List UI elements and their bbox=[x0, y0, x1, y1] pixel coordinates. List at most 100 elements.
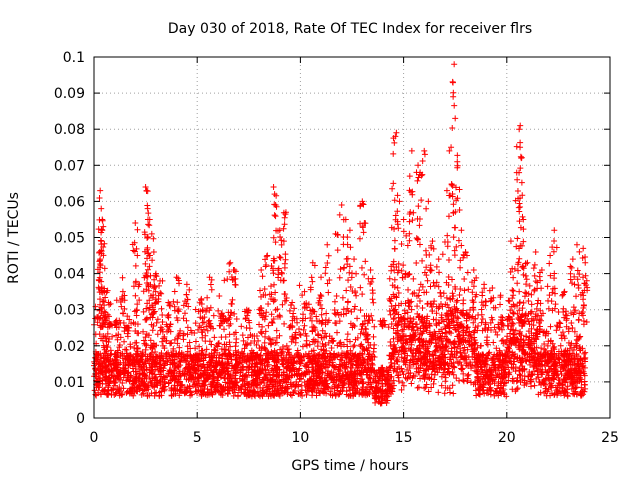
data-point bbox=[324, 370, 331, 377]
data-point bbox=[142, 334, 149, 341]
data-point bbox=[252, 360, 259, 367]
data-point bbox=[187, 388, 194, 395]
data-point bbox=[383, 394, 390, 401]
data-point bbox=[537, 363, 544, 370]
data-point-spike bbox=[409, 217, 416, 224]
data-point bbox=[499, 326, 506, 333]
data-point bbox=[493, 345, 500, 352]
data-point bbox=[219, 351, 226, 358]
data-point bbox=[292, 335, 299, 342]
data-point bbox=[253, 375, 260, 382]
data-point bbox=[314, 352, 321, 359]
data-point-spike bbox=[316, 297, 323, 304]
data-point-spike bbox=[406, 218, 413, 225]
data-point bbox=[237, 383, 244, 390]
data-point bbox=[225, 380, 232, 387]
data-point-spike bbox=[134, 226, 141, 233]
data-point bbox=[526, 368, 533, 375]
data-point-spike bbox=[133, 245, 140, 252]
data-point-spike bbox=[325, 252, 332, 259]
data-point-spike bbox=[227, 312, 234, 319]
data-point-spike bbox=[144, 300, 151, 307]
data-point bbox=[469, 342, 476, 349]
data-point bbox=[190, 370, 197, 377]
data-point-peak bbox=[324, 241, 331, 248]
data-point-spike bbox=[148, 321, 155, 328]
data-point-spike bbox=[310, 308, 317, 315]
data-point-spike bbox=[246, 319, 253, 326]
data-point bbox=[164, 328, 171, 335]
data-point-spike bbox=[413, 259, 420, 266]
data-point-spike bbox=[261, 316, 268, 323]
data-point bbox=[424, 357, 431, 364]
data-point-spike bbox=[263, 262, 270, 269]
data-point bbox=[516, 316, 523, 323]
data-point-spike bbox=[171, 303, 178, 310]
data-point bbox=[359, 343, 366, 350]
data-point-spike bbox=[394, 269, 401, 276]
data-point bbox=[318, 365, 325, 372]
data-point bbox=[105, 368, 112, 375]
data-point bbox=[384, 397, 391, 404]
data-point bbox=[531, 340, 538, 347]
data-point bbox=[160, 335, 167, 342]
data-point-spike bbox=[390, 150, 397, 157]
data-point bbox=[525, 297, 532, 304]
data-point-spike bbox=[450, 315, 457, 322]
data-point bbox=[450, 293, 457, 300]
data-point-spike bbox=[360, 201, 367, 208]
data-point bbox=[551, 356, 558, 363]
data-point bbox=[120, 385, 127, 392]
data-point bbox=[464, 372, 471, 379]
data-point bbox=[192, 338, 199, 345]
data-point bbox=[258, 347, 265, 354]
data-point bbox=[384, 387, 391, 394]
data-point-spike bbox=[141, 229, 148, 236]
data-point-spike bbox=[281, 221, 288, 228]
data-point bbox=[460, 347, 467, 354]
data-point bbox=[98, 391, 105, 398]
data-point bbox=[358, 368, 365, 375]
data-point bbox=[534, 349, 541, 356]
data-point bbox=[157, 377, 164, 384]
data-point bbox=[357, 307, 364, 314]
data-point bbox=[251, 368, 258, 375]
data-point-spike bbox=[276, 253, 283, 260]
data-point bbox=[145, 386, 152, 393]
data-point bbox=[435, 389, 442, 396]
data-point-spike bbox=[345, 277, 352, 284]
data-point bbox=[576, 363, 583, 370]
data-point-spike bbox=[96, 296, 103, 303]
data-point bbox=[232, 370, 239, 377]
data-point-peak bbox=[408, 147, 415, 154]
data-point-spike bbox=[291, 305, 298, 312]
data-point bbox=[303, 383, 310, 390]
data-point bbox=[405, 286, 412, 293]
data-point bbox=[187, 374, 194, 381]
data-point bbox=[140, 371, 147, 378]
data-point-spike bbox=[322, 270, 329, 277]
data-point bbox=[472, 381, 479, 388]
data-point bbox=[114, 373, 121, 380]
data-point bbox=[346, 384, 353, 391]
data-point bbox=[417, 355, 424, 362]
data-point bbox=[413, 360, 420, 367]
data-point bbox=[393, 357, 400, 364]
data-point bbox=[224, 384, 231, 391]
data-point-spike bbox=[404, 242, 411, 249]
data-point bbox=[104, 378, 111, 385]
data-point bbox=[199, 334, 206, 341]
data-point bbox=[225, 347, 232, 354]
data-point bbox=[340, 341, 347, 348]
data-point bbox=[574, 380, 581, 387]
data-point bbox=[367, 364, 374, 371]
data-point bbox=[138, 377, 145, 384]
data-point bbox=[427, 340, 434, 347]
data-point bbox=[496, 388, 503, 395]
data-point bbox=[152, 363, 159, 370]
data-point-spike bbox=[423, 272, 430, 279]
data-point-peak bbox=[144, 205, 151, 212]
data-point bbox=[104, 353, 111, 360]
data-point bbox=[477, 363, 484, 370]
data-point bbox=[510, 334, 517, 341]
